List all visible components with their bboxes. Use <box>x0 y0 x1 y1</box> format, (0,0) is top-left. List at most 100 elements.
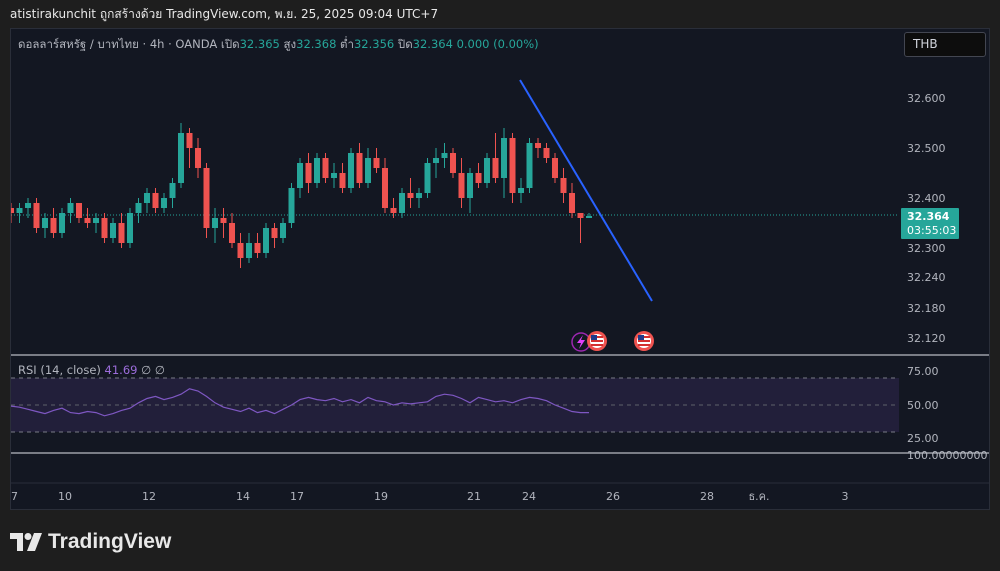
tradingview-logo: TradingView <box>10 527 171 557</box>
price-tick-label: 32.120 <box>907 332 946 345</box>
candle-body <box>322 158 329 178</box>
time-tick-label: 19 <box>374 490 388 503</box>
candle-body <box>271 228 278 238</box>
candle-body <box>229 223 235 243</box>
low-value: 32.356 <box>353 37 395 51</box>
candle-body <box>492 158 499 178</box>
rsi-tick-label: 50.00 <box>907 399 939 412</box>
candle-body <box>11 208 14 213</box>
candle-body <box>569 193 575 213</box>
candle-body <box>382 168 388 208</box>
candle-body <box>399 193 405 213</box>
candle-body <box>144 193 150 203</box>
candle-body <box>42 218 48 228</box>
candle-body <box>331 173 337 178</box>
candle-body <box>50 218 57 233</box>
candle-body <box>127 213 133 243</box>
candle-body <box>560 178 567 193</box>
candle-body <box>297 163 303 188</box>
time-tick-label: 24 <box>522 490 536 503</box>
candle-body <box>467 173 473 198</box>
candle-body <box>186 133 193 148</box>
candle-body <box>433 158 439 163</box>
candle-body <box>169 183 176 198</box>
candle-body <box>118 223 125 243</box>
candle-body <box>220 218 227 223</box>
candle-body <box>475 173 482 183</box>
change-value: 0.000 (0.00%) <box>456 37 539 51</box>
time-tick-label: 21 <box>467 490 481 503</box>
candle-body <box>535 143 541 148</box>
price-tick-label: 32.500 <box>907 142 946 155</box>
candle-body <box>254 243 261 253</box>
candle-body <box>348 153 354 188</box>
candle-body <box>407 193 414 198</box>
symbol-name: ดอลลาร์สหรัฐ / บาทไทย · 4h · OANDA <box>18 37 218 51</box>
candle-body <box>178 133 184 183</box>
us-flag-icon[interactable] <box>634 331 654 351</box>
price-tick-label: 32.180 <box>907 302 946 315</box>
candle-body <box>441 153 448 158</box>
candle-body <box>152 193 159 208</box>
time-axis: 7 10 12 14 17 19 21 24 26 28 ธ.ค. 3 <box>11 490 849 503</box>
candle-body <box>161 198 167 208</box>
candle-body <box>110 223 116 238</box>
time-tick-label: 7 <box>11 490 18 503</box>
candle-body <box>526 143 533 188</box>
price-tick-label: 32.400 <box>907 192 946 205</box>
candle-body <box>237 243 244 258</box>
candle-body <box>458 173 465 198</box>
price-tick-label: 32.600 <box>907 92 946 105</box>
rsi-extra-2: ∅ <box>154 363 165 377</box>
candle-body <box>33 203 40 228</box>
candle-body <box>16 208 23 213</box>
close-label: ปิด <box>397 37 413 51</box>
candle-body <box>288 188 295 223</box>
rsi-value: 41.69 <box>104 363 138 377</box>
price-chart-canvas[interactable]: 32.600 32.500 32.400 32.300 32.240 32.180 32.1… <box>11 29 989 509</box>
us-flag-icon[interactable] <box>587 331 607 351</box>
candle-body <box>484 158 490 183</box>
time-tick-label: 14 <box>236 490 250 503</box>
rsi-legend[interactable]: RSI (14, close) 41.69 ∅ ∅ <box>18 363 165 377</box>
rsi-tick-label: 100.00000000 <box>907 449 987 462</box>
candle-body <box>93 218 99 223</box>
candle-body <box>501 138 507 178</box>
rsi-tick-label: 25.00 <box>907 432 939 445</box>
candle-body <box>314 158 320 183</box>
high-value: 32.368 <box>296 37 337 51</box>
candle-body <box>450 153 456 173</box>
chart-panel[interactable]: 32.600 32.500 32.400 32.300 32.240 32.180 32.1… <box>10 28 990 510</box>
candle-body <box>59 213 65 233</box>
time-tick-label: 17 <box>290 490 304 503</box>
candle-body <box>390 208 397 213</box>
bar-countdown: 03:55:03 <box>907 224 956 237</box>
rsi-line <box>11 388 589 417</box>
low-label: ต่ำ <box>340 37 354 51</box>
candle-body <box>509 138 516 193</box>
price-tick-label: 32.300 <box>907 242 946 255</box>
candle-body <box>101 218 108 238</box>
candle-body <box>25 203 31 208</box>
rsi-axis: 75.00 50.00 25.00 100.00000000 <box>907 365 987 462</box>
rsi-label: RSI (14, close) <box>18 363 101 377</box>
open-label: เปิด <box>220 37 240 51</box>
symbol-legend[interactable]: ดอลลาร์สหรัฐ / บาทไทย · 4h · OANDA เปิด 3… <box>18 36 539 54</box>
candle-body <box>339 173 346 188</box>
candle-body <box>76 203 82 218</box>
candle-body <box>84 218 91 223</box>
high-label: สูง <box>283 37 297 51</box>
rsi-extra-1: ∅ <box>141 363 152 377</box>
candle-body <box>586 216 592 218</box>
time-tick-label: ธ.ค. <box>748 490 769 503</box>
candle-body <box>577 213 584 218</box>
candle-body <box>356 153 363 183</box>
rsi-tick-label: 75.00 <box>907 365 939 378</box>
candle-body <box>373 158 380 168</box>
time-tick-label: 28 <box>700 490 714 503</box>
close-value: 32.364 <box>412 37 453 51</box>
tradingview-logo-icon <box>10 533 42 551</box>
candle-body <box>263 228 269 253</box>
currency-button[interactable]: THB <box>904 32 986 57</box>
candle-body <box>212 218 218 228</box>
